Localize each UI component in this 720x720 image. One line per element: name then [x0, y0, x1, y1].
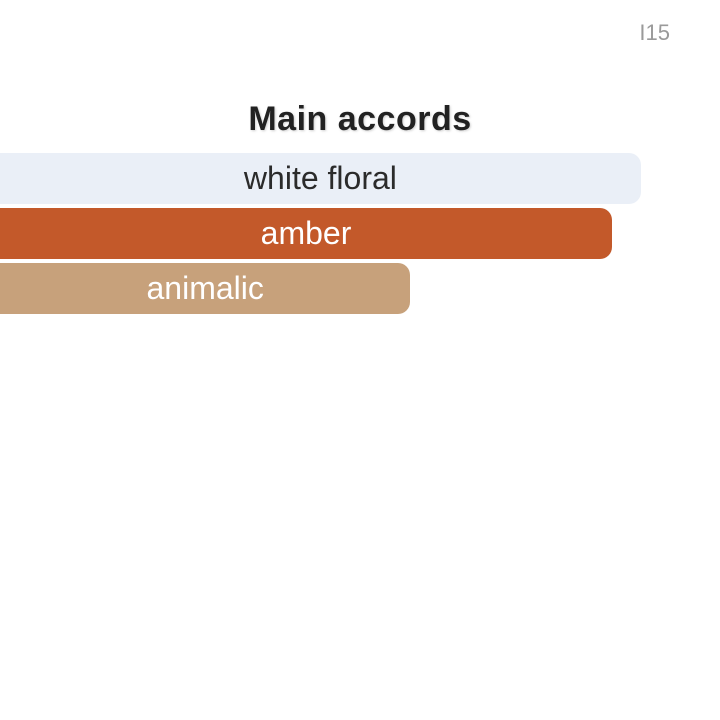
bar-label: animalic: [147, 270, 264, 307]
bar-fill-amber: amber: [0, 208, 612, 259]
bar-fill-animalic: animalic: [0, 263, 410, 314]
bar-row: animalic: [0, 263, 720, 314]
bar-row: white floral: [0, 153, 720, 204]
bar-label: white floral: [244, 160, 397, 197]
corner-label: I15: [639, 20, 670, 46]
bar-row: amber: [0, 208, 720, 259]
chart-title: Main accords: [0, 100, 720, 139]
bar-label: amber: [261, 215, 352, 252]
bars-area: white floral amber animalic: [0, 153, 720, 314]
accords-chart: Main accords white floral amber animalic: [0, 100, 720, 318]
bar-fill-white-floral: white floral: [0, 153, 641, 204]
